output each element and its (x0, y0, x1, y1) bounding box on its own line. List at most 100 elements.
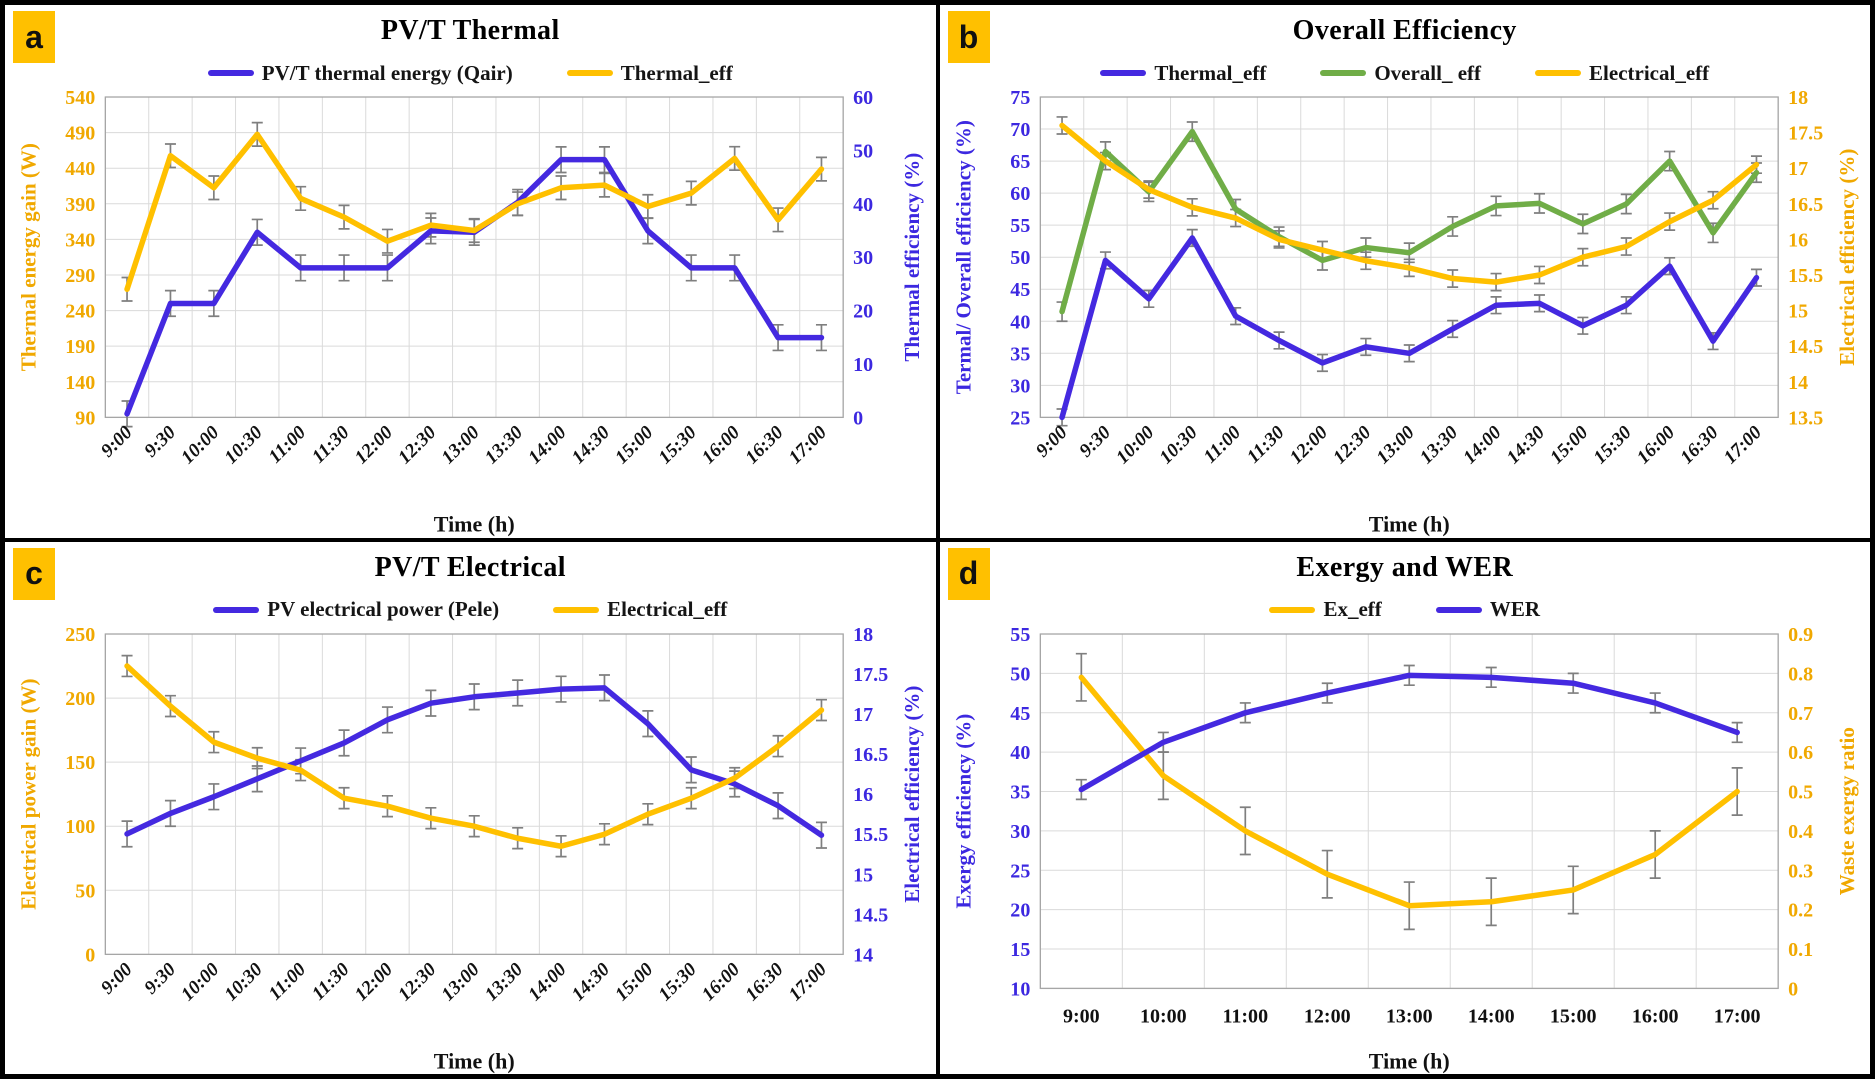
svg-text:0.3: 0.3 (1788, 860, 1813, 882)
svg-text:150: 150 (65, 752, 95, 774)
legend-label: PV electrical power (Pele) (267, 597, 500, 621)
svg-text:12:30: 12:30 (1329, 422, 1376, 469)
left-axis-title: Thermal energy gain (W) (16, 143, 40, 371)
series-line (1078, 672, 1740, 792)
gridlines (1039, 633, 1779, 989)
right-axis-ticks: 14 14.5 15 15.5 16 16.5 17 17.5 18 (853, 624, 888, 966)
right-axis-title: Electrical efficiency (%) (900, 685, 924, 902)
right-axis-ticks: 13.5 14 14.5 15 15.5 16 16.5 17 17.5 18 (1788, 87, 1823, 429)
svg-text:20: 20 (853, 301, 873, 323)
svg-text:10:30: 10:30 (221, 958, 268, 1005)
svg-text:15:30: 15:30 (1589, 422, 1636, 469)
svg-text:10:30: 10:30 (1155, 422, 1202, 469)
svg-text:240: 240 (65, 301, 95, 323)
legend-label: Thermal_eff (620, 60, 733, 85)
svg-text:15: 15 (1010, 939, 1030, 961)
svg-text:9:30: 9:30 (140, 422, 180, 462)
svg-text:35: 35 (1010, 781, 1030, 803)
panel-title: Exergy and WER (1296, 551, 1514, 583)
left-axis-ticks: 0 50 100 150 200 250 (65, 624, 95, 966)
svg-text:11:30: 11:30 (308, 958, 354, 1004)
svg-text:11:00: 11:00 (1199, 422, 1245, 468)
x-axis-title: Time (h) (1368, 511, 1449, 536)
svg-text:14:00: 14:00 (1459, 422, 1506, 469)
svg-text:30: 30 (1010, 375, 1030, 397)
panel-title: PV/T Electrical (374, 551, 566, 583)
svg-text:60: 60 (853, 87, 873, 109)
svg-text:40: 40 (1010, 742, 1030, 764)
svg-text:11:00: 11:00 (1222, 1005, 1268, 1027)
svg-text:16:00: 16:00 (1631, 1005, 1678, 1027)
panel-letter: a (25, 18, 43, 55)
right-axis-ticks: 0 0.1 0.2 0.3 0.4 0.5 0.6 0.7 0.8 0.9 (1788, 624, 1813, 1000)
legend-label: Overall_ eff (1374, 60, 1482, 85)
svg-text:0: 0 (853, 407, 863, 429)
svg-text:200: 200 (65, 688, 95, 710)
svg-text:15.5: 15.5 (853, 824, 888, 846)
svg-text:14: 14 (853, 944, 873, 966)
plot-border (104, 632, 844, 955)
svg-text:45: 45 (1010, 702, 1030, 724)
x-axis-ticks: 9:00 9:3010:0010:3011:0011:3012:0012:3013… (97, 958, 831, 1005)
svg-text:10: 10 (1010, 978, 1030, 1000)
svg-text:0.7: 0.7 (1788, 702, 1813, 724)
svg-text:15:00: 15:00 (611, 958, 658, 1005)
svg-text:17:00: 17:00 (785, 958, 832, 1005)
svg-text:16:30: 16:30 (741, 422, 788, 469)
svg-text:13:00: 13:00 (1385, 1005, 1432, 1027)
svg-text:13:30: 13:30 (481, 958, 528, 1005)
svg-text:14:30: 14:30 (568, 422, 615, 469)
legend-label: PV/T thermal energy (Qair) (261, 60, 513, 85)
legend-label: Thermal_eff (1154, 60, 1267, 85)
svg-text:0: 0 (85, 944, 95, 966)
panel-title: PV/T Thermal (380, 15, 560, 46)
svg-text:11:00: 11:00 (265, 422, 311, 468)
panel-letter-badge: b (947, 11, 990, 63)
panel-c: c PV/T Electrical PV electrical power (P… (3, 539, 938, 1076)
svg-text:9:30: 9:30 (140, 958, 180, 998)
svg-text:12:00: 12:00 (351, 422, 398, 469)
svg-text:16:00: 16:00 (1632, 422, 1679, 469)
legend-swatch (553, 606, 600, 613)
legend-item: WER (1435, 597, 1540, 622)
svg-text:90: 90 (75, 407, 95, 429)
legend: Ex_eff WER (940, 596, 1871, 624)
svg-text:140: 140 (65, 372, 95, 394)
series-lines (1078, 672, 1740, 908)
left-axis-title: Exergy efficiency (%) (951, 713, 975, 908)
svg-text:70: 70 (1010, 119, 1030, 141)
panel-letter-badge: c (13, 547, 55, 600)
legend-item: Electrical_eff (553, 597, 727, 622)
left-axis-title: Electrical power gain (W) (16, 678, 40, 909)
svg-text:15: 15 (1788, 301, 1808, 323)
legend-item: Thermal_eff (566, 60, 733, 86)
svg-text:10:00: 10:00 (1139, 1005, 1186, 1027)
svg-text:30: 30 (1010, 820, 1030, 842)
plot-border (1039, 96, 1779, 419)
svg-text:14:00: 14:00 (1467, 1005, 1514, 1027)
svg-text:15:30: 15:30 (655, 422, 702, 469)
panel-letter: d (958, 555, 979, 591)
x-axis-title: Time (h) (434, 1048, 515, 1073)
series-line (124, 684, 825, 838)
x-axis-ticks: 9:00 9:3010:0010:3011:0011:3012:0012:3013… (1032, 422, 1766, 469)
svg-text:11:30: 11:30 (308, 422, 354, 468)
svg-text:11:30: 11:30 (1243, 422, 1289, 468)
svg-text:25: 25 (1010, 407, 1030, 429)
legend-swatch (213, 606, 260, 613)
legend-item: Ex_eff (1269, 597, 1382, 622)
svg-text:17.5: 17.5 (853, 664, 888, 686)
series-line (1078, 674, 1740, 908)
svg-text:16: 16 (853, 784, 873, 806)
panel-letter-badge: d (947, 547, 990, 600)
gridlines (104, 96, 844, 418)
svg-text:0.6: 0.6 (1788, 742, 1813, 764)
chart-canvas-b: 25 30 35 40 45 50 55 60 65 70 75 13.5 14 14.5 15 15.5 16… (951, 87, 1859, 536)
legend-item: PV electrical power (Pele) (213, 597, 499, 622)
svg-text:0: 0 (1788, 978, 1798, 1000)
svg-text:30: 30 (853, 247, 873, 269)
svg-text:490: 490 (65, 123, 95, 145)
series-line (1058, 128, 1759, 315)
svg-text:15:00: 15:00 (611, 422, 658, 469)
svg-text:100: 100 (65, 816, 95, 838)
